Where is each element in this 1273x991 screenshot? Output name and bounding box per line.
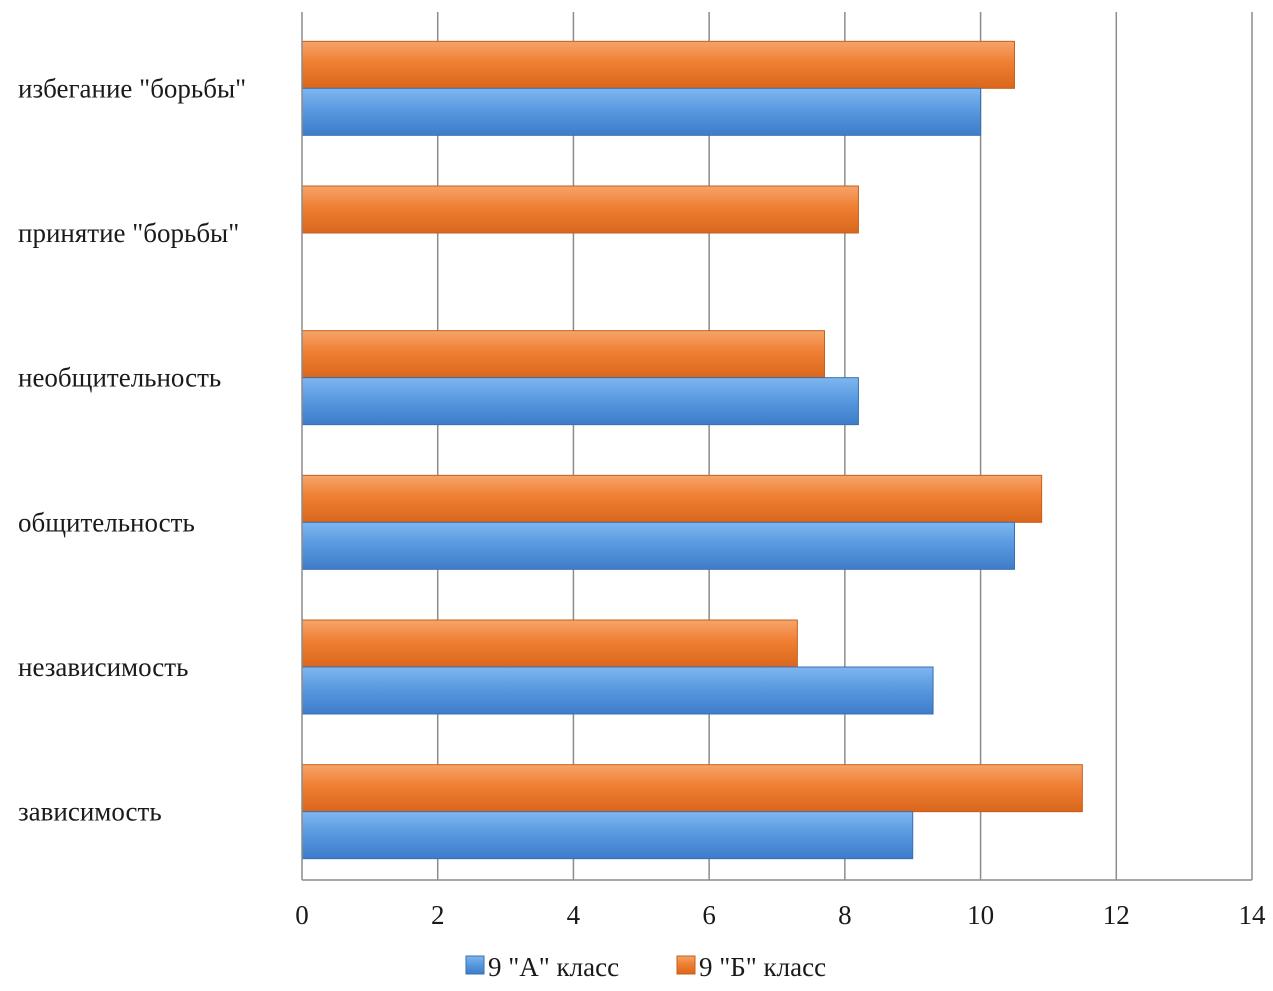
bar-series-b [301, 764, 1083, 813]
bar-series-b [301, 474, 1043, 523]
bar-series-b [301, 40, 1015, 89]
bars [301, 40, 1083, 860]
category-label: общительность [18, 507, 195, 537]
category-label: избегание "борьбы" [18, 73, 246, 103]
legend-label: 9 "А" класс [488, 952, 619, 982]
category-label: зависимость [18, 797, 162, 827]
legend: 9 "А" класс 9 "Б" класс [465, 952, 826, 982]
bar-series-a [301, 521, 1015, 570]
legend-swatch [676, 955, 696, 975]
category-label: необщительность [18, 363, 221, 393]
category-labels: зависимость независимость общительность нео… [18, 73, 246, 826]
bar-series-a [301, 666, 934, 715]
bar-series-a [301, 811, 914, 860]
x-tick-label: 4 [567, 900, 581, 930]
bar-series-b [301, 185, 859, 234]
category-label: принятие "борьбы" [18, 218, 239, 248]
legend-label: 9 "Б" класс [699, 952, 826, 982]
bar-series-a [301, 377, 859, 426]
bar-series-b [301, 619, 798, 668]
x-tick-label: 14 [1239, 900, 1267, 930]
bar-series-b [301, 330, 825, 379]
grid-lines [436, 12, 1253, 880]
x-tick-label: 12 [1103, 900, 1130, 930]
x-tick-label: 2 [431, 900, 445, 930]
x-tick-label: 8 [838, 900, 852, 930]
x-tick-label: 0 [295, 900, 309, 930]
x-tick-label: 10 [967, 900, 994, 930]
legend-swatch [465, 955, 485, 975]
category-label: независимость [18, 652, 188, 682]
x-tick-label: 6 [702, 900, 716, 930]
x-axis: 0 2 4 6 8 10 12 14 [295, 12, 1266, 930]
bar-series-a [301, 87, 982, 136]
